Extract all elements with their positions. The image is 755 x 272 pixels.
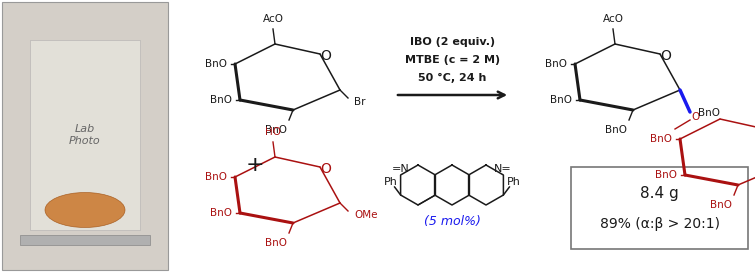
Text: BnO: BnO [550, 95, 572, 105]
Text: O: O [691, 112, 699, 122]
Text: HO: HO [265, 127, 281, 137]
Text: AcO: AcO [602, 14, 624, 24]
Text: BnO: BnO [205, 172, 227, 182]
Text: N=: N= [494, 164, 512, 174]
Text: BnO: BnO [655, 170, 677, 180]
Text: MTBE (c = 2 M): MTBE (c = 2 M) [405, 55, 500, 65]
Text: O: O [661, 49, 671, 63]
Text: IBO (2 equiv.): IBO (2 equiv.) [410, 37, 495, 47]
Text: +: + [245, 155, 264, 175]
Text: BnO: BnO [265, 125, 287, 135]
Text: Br: Br [354, 97, 365, 107]
Text: BnO: BnO [698, 108, 720, 118]
Text: 50 °C, 24 h: 50 °C, 24 h [418, 73, 487, 83]
Text: Ph: Ph [507, 177, 520, 187]
Text: BnO: BnO [210, 208, 232, 218]
Text: 89% (α:β > 20:1): 89% (α:β > 20:1) [599, 217, 720, 231]
Text: O: O [321, 49, 331, 63]
Text: AcO: AcO [263, 14, 283, 24]
Bar [30, 40, 140, 230]
Text: BnO: BnO [710, 200, 732, 210]
Text: Ph: Ph [384, 177, 398, 187]
Text: Lab
Photo: Lab Photo [69, 124, 101, 146]
Text: =N: =N [393, 164, 410, 174]
Text: BnO: BnO [605, 125, 627, 135]
FancyBboxPatch shape [571, 167, 748, 249]
Ellipse shape [45, 193, 125, 227]
Text: BnO: BnO [650, 134, 672, 144]
Text: OMe: OMe [354, 210, 378, 220]
Bar [2, 2, 168, 270]
Text: 8.4 g: 8.4 g [640, 186, 679, 201]
Text: BnO: BnO [210, 95, 232, 105]
Text: BnO: BnO [545, 59, 567, 69]
Text: BnO: BnO [205, 59, 227, 69]
Text: O: O [321, 162, 331, 176]
Bar [20, 235, 150, 245]
Text: (5 mol%): (5 mol%) [424, 215, 480, 228]
Text: BnO: BnO [265, 238, 287, 248]
